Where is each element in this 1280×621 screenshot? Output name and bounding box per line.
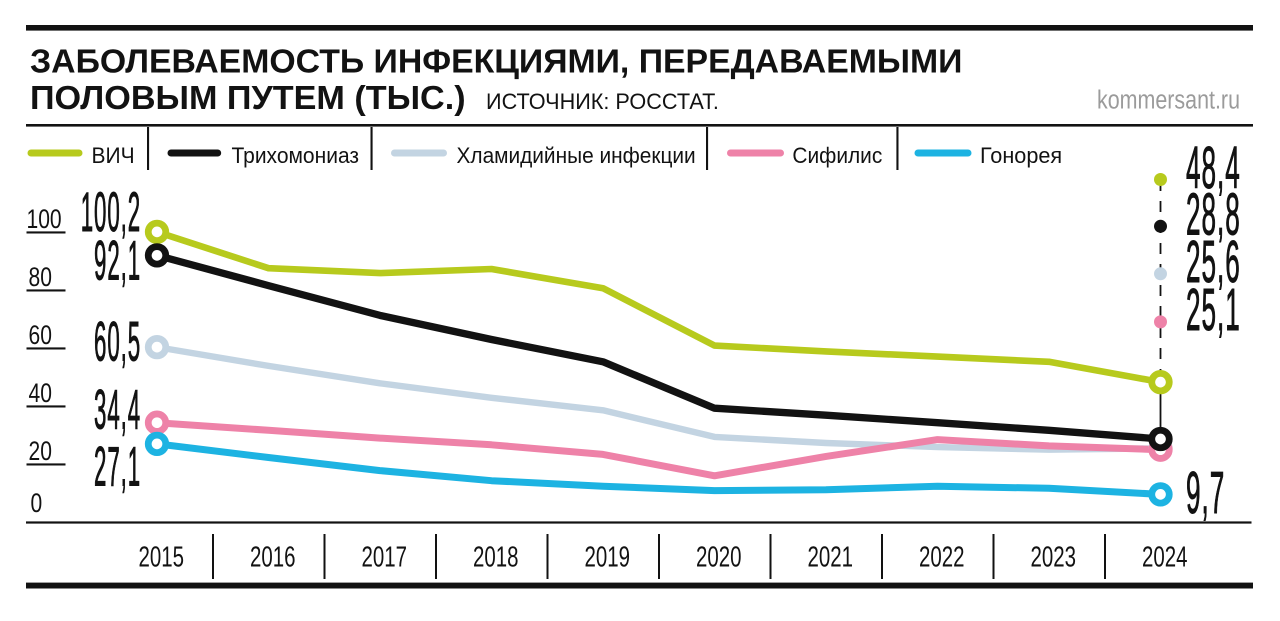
- svg-text:25,6: 25,6: [1186, 229, 1241, 295]
- svg-text:2018: 2018: [473, 543, 519, 574]
- svg-text:2020: 2020: [696, 543, 742, 574]
- svg-text:92,1: 92,1: [94, 230, 141, 292]
- svg-text:2016: 2016: [250, 543, 296, 574]
- svg-text:100: 100: [27, 205, 62, 235]
- svg-text:ИСТОЧНИК: РОССТАТ.: ИСТОЧНИК: РОССТАТ.: [486, 89, 719, 114]
- svg-text:2021: 2021: [808, 543, 854, 574]
- svg-text:60: 60: [29, 321, 52, 351]
- svg-text:2023: 2023: [1031, 543, 1077, 574]
- svg-text:2015: 2015: [139, 543, 185, 574]
- svg-text:34,4: 34,4: [94, 379, 141, 441]
- svg-text:27,1: 27,1: [94, 436, 141, 498]
- svg-text:ПОЛОВЫМ ПУТЕМ (ТЫС.): ПОЛОВЫМ ПУТЕМ (ТЫС.): [30, 81, 466, 117]
- svg-text:80: 80: [29, 263, 52, 293]
- svg-text:ЗАБОЛЕВАЕМОСТЬ ИНФЕКЦИЯМИ, ПЕР: ЗАБОЛЕВАЕМОСТЬ ИНФЕКЦИЯМИ, ПЕРЕДАВАЕМЫМИ: [30, 44, 962, 81]
- svg-text:60,5: 60,5: [94, 311, 141, 373]
- svg-text:2017: 2017: [362, 543, 408, 574]
- svg-text:40: 40: [29, 379, 52, 409]
- svg-text:9,7: 9,7: [1186, 460, 1225, 526]
- svg-text:2024: 2024: [1142, 543, 1188, 574]
- svg-text:20: 20: [29, 437, 52, 467]
- svg-text:0: 0: [31, 489, 43, 519]
- svg-text:28,8: 28,8: [1186, 182, 1241, 248]
- svg-text:Трихомониаз: Трихомониаз: [232, 143, 360, 168]
- svg-text:Хламидийные инфекции: Хламидийные инфекции: [457, 143, 696, 168]
- svg-text:ВИЧ: ВИЧ: [92, 143, 135, 168]
- svg-text:48,4: 48,4: [1186, 135, 1241, 201]
- svg-text:2022: 2022: [919, 543, 965, 574]
- svg-text:2019: 2019: [585, 543, 631, 574]
- svg-text:kommersant.ru: kommersant.ru: [1097, 86, 1240, 115]
- svg-text:Сифилис: Сифилис: [792, 143, 882, 168]
- svg-text:Гонорея: Гонорея: [980, 143, 1062, 168]
- svg-text:100,2: 100,2: [81, 181, 141, 243]
- svg-text:25,1: 25,1: [1186, 277, 1241, 343]
